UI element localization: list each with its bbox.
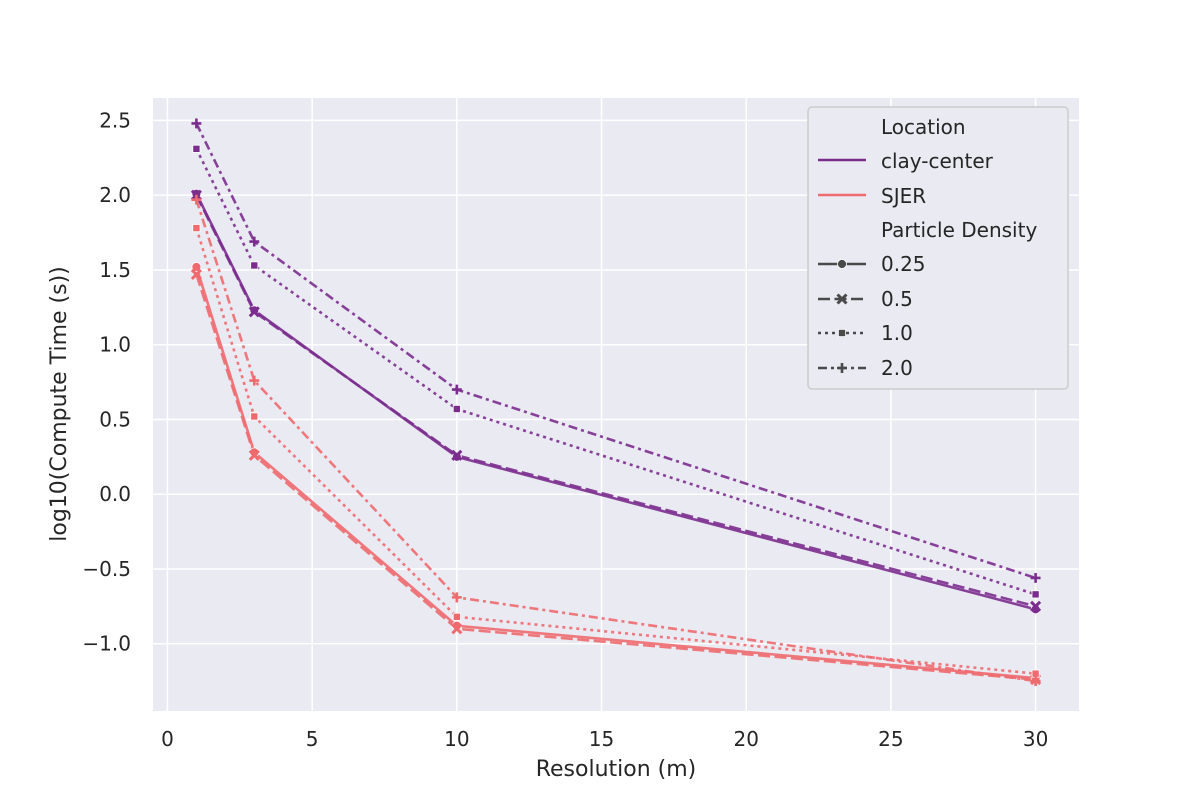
- legend-density-label-1: 0.5: [881, 287, 913, 311]
- y-tick-label: 0.5: [99, 407, 131, 431]
- data-point-SJER-2.0: [191, 194, 202, 205]
- legend-density-marker-1: [836, 293, 848, 305]
- data-point-clay-center-1.0: [192, 144, 201, 153]
- legend-density-entries: [818, 259, 866, 373]
- x-tick-label: 0: [161, 727, 174, 751]
- legend-box: [807, 106, 1069, 390]
- legend-location-label-0: clay-center: [881, 149, 994, 173]
- data-point-clay-center-0.5: [451, 449, 463, 461]
- series-line-SJER-1.0: [195, 227, 1036, 675]
- grid-lines: [153, 98, 1079, 711]
- data-point-clay-center-2.0: [191, 118, 202, 129]
- legend-density-label-3: 2.0: [881, 356, 913, 380]
- data-point-clay-center-1.0: [452, 404, 461, 413]
- data-point-SJER-1.0: [452, 612, 461, 621]
- x-axis-label: Resolution (m): [536, 757, 697, 782]
- x-tick-label: 30: [1023, 727, 1048, 751]
- x-tick-labels: 0 5 10 15 20 25 30: [161, 727, 1048, 751]
- x-tick-label: 15: [589, 727, 614, 751]
- series-line-clay-center-2.0: [195, 122, 1036, 580]
- legend: Location clay-center SJER Particle Densi…: [807, 106, 1069, 390]
- y-tick-label: 2.5: [99, 108, 131, 132]
- data-point-clay-center-1.0: [250, 261, 259, 270]
- y-axis-label: log10(Compute Time (s)): [47, 266, 72, 541]
- series-lines: [195, 122, 1036, 683]
- x-tick-label: 20: [733, 727, 758, 751]
- legend-style-title: Particle Density: [881, 218, 1037, 242]
- data-point-SJER-0.5: [190, 268, 202, 280]
- data-point-clay-center-2.0: [249, 236, 260, 247]
- y-tick-label: 2.0: [99, 183, 131, 207]
- data-point-SJER-0.5: [451, 623, 463, 635]
- x-tick-label: 5: [306, 727, 319, 751]
- data-point-clay-center-2.0: [1030, 572, 1041, 583]
- legend-hue-title: Location: [881, 115, 966, 139]
- data-point-clay-center-2.0: [451, 384, 462, 395]
- series-line-clay-center-0.5: [195, 194, 1036, 608]
- data-point-SJER-2.0: [1030, 676, 1041, 687]
- x-tick-label: 25: [878, 727, 903, 751]
- series-line-SJER-0.5: [195, 274, 1036, 681]
- data-point-SJER-2.0: [249, 375, 260, 386]
- data-point-SJER-2.0: [451, 592, 462, 603]
- series-line-SJER-0.25: [195, 266, 1036, 680]
- data-point-clay-center-0.5: [1030, 600, 1042, 612]
- data-point-SJER-1.0: [250, 412, 259, 421]
- data-point-SJER-0.25: [191, 262, 202, 272]
- y-tick-label: 0.0: [99, 482, 131, 506]
- legend-density-marker-2: [838, 328, 847, 337]
- y-tick-labels: −1.0 −0.5 0.0 0.5 1.0 1.5 2.0 2.5: [82, 108, 131, 655]
- x-tick-label: 10: [444, 727, 469, 751]
- legend-density-label-2: 1.0: [881, 321, 913, 345]
- data-point-SJER-0.5: [248, 449, 260, 461]
- legend-density-marker-3: [837, 363, 847, 373]
- legend-density-label-0: 0.25: [881, 252, 926, 276]
- legend-location-label-1: SJER: [881, 184, 926, 208]
- series-line-SJER-2.0: [195, 199, 1036, 683]
- data-point-SJER-1.0: [1031, 669, 1040, 678]
- data-point-clay-center-1.0: [1031, 590, 1040, 599]
- y-tick-label: 1.5: [99, 258, 131, 282]
- y-tick-label: 1.0: [99, 333, 131, 357]
- y-tick-label: −0.5: [82, 557, 131, 581]
- data-point-SJER-1.0: [192, 224, 201, 233]
- data-point-clay-center-0.5: [248, 306, 260, 318]
- series-line-clay-center-1.0: [195, 148, 1036, 596]
- series-markers: [190, 118, 1042, 687]
- y-tick-label: −1.0: [82, 632, 131, 656]
- legend-density-marker-0: [837, 259, 847, 269]
